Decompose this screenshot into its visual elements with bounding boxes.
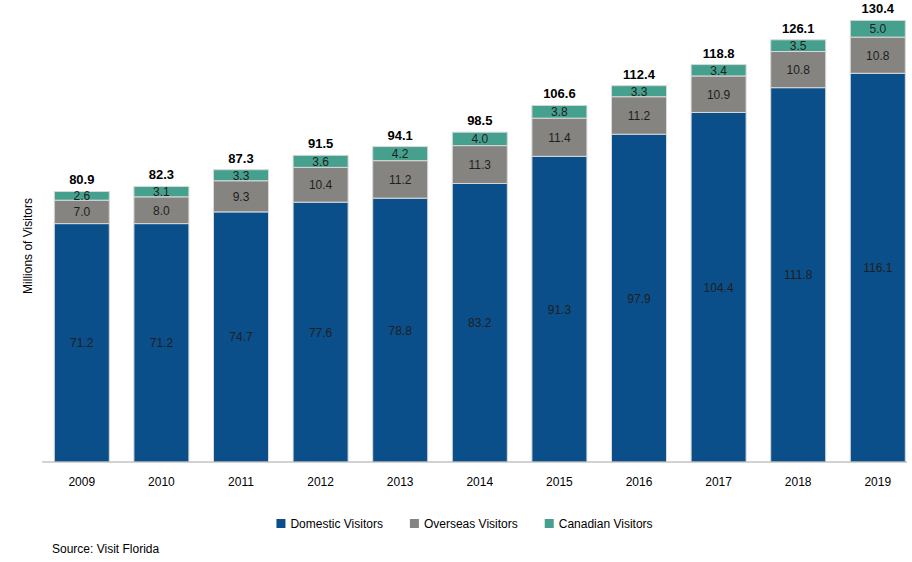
bar-segment	[134, 224, 189, 462]
bar-segment	[54, 224, 109, 462]
bars	[54, 20, 905, 462]
legend-swatch	[410, 519, 419, 528]
legend-label: Canadian Visitors	[559, 517, 653, 531]
bar-segment	[452, 146, 507, 184]
data-label: 97.9	[627, 292, 651, 306]
legend-swatch	[276, 519, 285, 528]
legend-swatch	[545, 519, 554, 528]
x-tick-label: 2012	[307, 475, 334, 489]
data-label: 71.2	[70, 336, 94, 350]
data-label: 10.8	[787, 63, 811, 77]
bar-segment	[134, 197, 189, 224]
x-tick-label: 2009	[68, 475, 95, 489]
legend-label: Overseas Visitors	[424, 517, 518, 531]
data-label: 104.4	[704, 281, 734, 295]
bar-segment	[691, 112, 746, 462]
data-label: 8.0	[153, 204, 170, 218]
chart: 71.2 7.0 2.6 80.9 2009 71.2 8.0 3.1 82.3 2010 74.7…	[0, 0, 912, 562]
data-label: 91.3	[548, 303, 572, 317]
data-label: 11.2	[628, 109, 651, 123]
bar-segment	[214, 181, 269, 212]
bar-segment	[293, 202, 348, 462]
bar-segment	[612, 134, 667, 462]
data-label: 74.7	[229, 330, 253, 344]
data-label: 116.1	[863, 261, 892, 275]
total-label: 126.1	[782, 21, 815, 36]
bar-segment	[214, 212, 269, 462]
bar-segment	[850, 20, 905, 37]
data-label: 3.3	[631, 85, 648, 99]
bar-segment	[373, 161, 428, 198]
data-label: 3.3	[233, 169, 250, 183]
total-label: 106.6	[543, 86, 576, 101]
total-label: 94.1	[388, 128, 413, 143]
x-tick-label: 2019	[864, 475, 891, 489]
data-label: 10.8	[866, 49, 890, 63]
data-label: 71.2	[150, 336, 174, 350]
data-label: 11.4	[548, 131, 571, 145]
bar-segment	[452, 132, 507, 145]
bar-segment	[612, 97, 667, 134]
total-label: 112.4	[623, 67, 656, 82]
data-label: 78.8	[389, 324, 413, 338]
bar-segment	[691, 76, 746, 112]
data-label: 2.6	[73, 189, 90, 203]
x-tick-label: 2016	[626, 475, 653, 489]
data-label: 4.2	[392, 147, 409, 161]
y-axis-label: Millions of Visitors	[21, 198, 35, 294]
x-tick-label: 2013	[387, 475, 414, 489]
bar-segment	[532, 118, 587, 156]
x-axis	[42, 462, 907, 463]
data-label: 11.3	[469, 158, 492, 172]
total-label: 87.3	[228, 151, 253, 166]
x-tick-label: 2010	[148, 475, 175, 489]
x-tick-label: 2018	[785, 475, 812, 489]
total-label: 98.5	[467, 113, 492, 128]
x-tick-label: 2011	[228, 475, 254, 489]
total-label: 118.8	[703, 46, 735, 61]
data-label: 10.9	[707, 88, 731, 102]
x-tick-label: 2015	[546, 475, 573, 489]
data-label: 3.4	[710, 64, 727, 78]
data-label: 111.8	[784, 268, 813, 282]
data-label: 11.2	[389, 173, 412, 187]
bar-segment	[771, 52, 826, 88]
data-label: 3.6	[312, 155, 329, 169]
bar-segment	[373, 147, 428, 161]
total-label: 82.3	[149, 167, 174, 182]
data-label: 4.0	[471, 132, 488, 146]
legend-label: Domestic Visitors	[290, 517, 382, 531]
x-tick-label: 2014	[466, 475, 493, 489]
bar-segment	[54, 200, 109, 223]
data-label: 3.1	[153, 185, 170, 199]
data-label: 3.8	[551, 105, 568, 119]
x-tick-label: 2017	[705, 475, 732, 489]
bar-segment	[293, 167, 348, 202]
bar-segment	[771, 88, 826, 462]
data-label: 7.0	[73, 205, 90, 219]
data-label: 83.2	[468, 316, 492, 330]
bar-segment	[850, 37, 905, 73]
labels: 71.2 7.0 2.6 80.9 2009 71.2 8.0 3.1 82.3 2010 74.7…	[68, 1, 894, 489]
data-label: 10.4	[309, 178, 333, 192]
data-label: 3.5	[790, 39, 807, 53]
bar-segment	[850, 73, 905, 462]
data-label: 77.6	[309, 326, 333, 340]
bar-segment	[452, 183, 507, 462]
legend: Domestic Visitors Overseas Visitors Canadi…	[276, 517, 652, 531]
data-label: 5.0	[869, 22, 886, 36]
bar-segment	[532, 156, 587, 462]
source: Source: Visit Florida	[52, 542, 159, 556]
total-label: 80.9	[69, 172, 94, 187]
total-label: 91.5	[308, 136, 333, 151]
data-label: 9.3	[233, 190, 250, 204]
bar-segment	[373, 198, 428, 462]
total-label: 130.4	[862, 1, 895, 16]
